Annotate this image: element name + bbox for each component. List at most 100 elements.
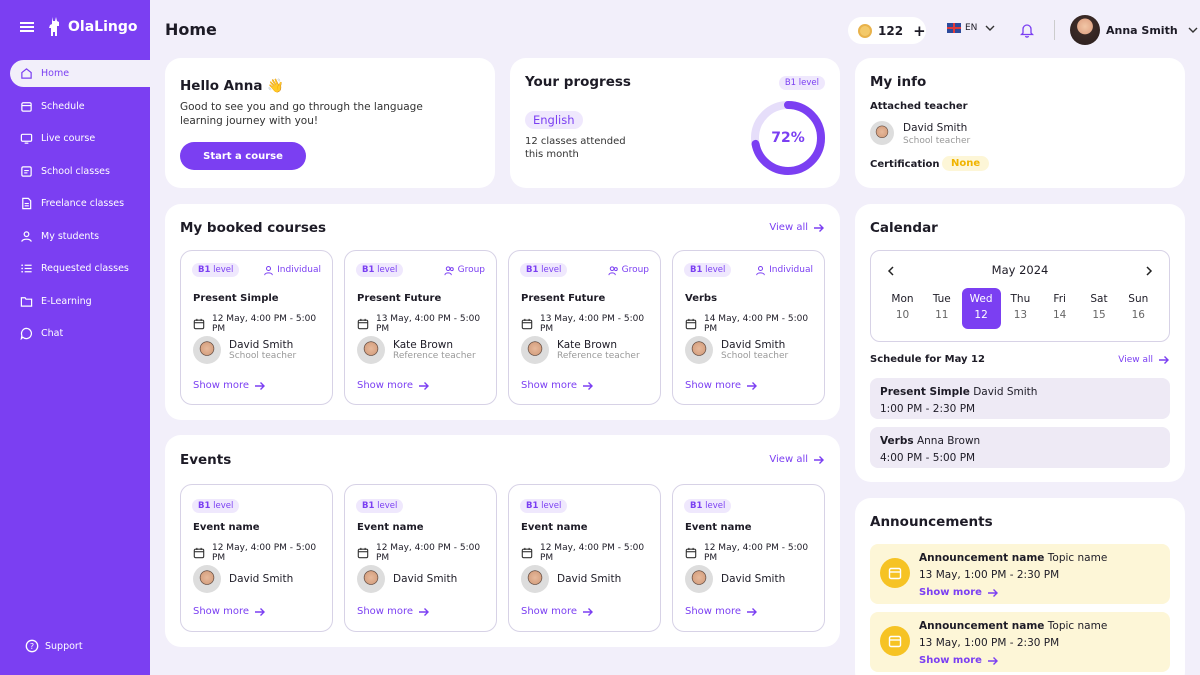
teacher-avatar bbox=[521, 336, 549, 364]
sidebar-item-label: Home bbox=[41, 68, 70, 79]
certification-label: Certification bbox=[870, 159, 940, 170]
calendar-icon bbox=[521, 318, 533, 330]
level-badge: B1 level bbox=[520, 263, 568, 277]
announcement-icon bbox=[880, 626, 910, 656]
sidebar-item-my-students[interactable]: My students bbox=[10, 223, 150, 250]
show-more-link[interactable]: Show more bbox=[357, 606, 430, 617]
sidebar-item-home[interactable]: Home bbox=[10, 60, 150, 87]
coins-widget[interactable]: 122 + bbox=[848, 17, 926, 44]
calendar-icon bbox=[357, 547, 369, 559]
arrow-right-icon bbox=[747, 607, 758, 616]
show-more-link[interactable]: Show more bbox=[521, 380, 594, 391]
menu-icon[interactable] bbox=[20, 22, 34, 32]
sidebar-item-label: Requested classes bbox=[41, 263, 129, 274]
show-more-link[interactable]: Show more bbox=[685, 380, 758, 391]
course-type: Individual bbox=[263, 265, 321, 276]
sidebar-item-freelance-classes[interactable]: Freelance classes bbox=[10, 190, 150, 217]
booked-courses-title: My booked courses bbox=[180, 220, 327, 236]
event-card[interactable]: B1 level Event name 12 May, 4:00 PM - 5:… bbox=[180, 484, 333, 632]
course-card[interactable]: B1 level Group Present Future 13 May, 4:… bbox=[508, 250, 661, 405]
course-type: Group bbox=[608, 265, 649, 276]
course-date: 14 May, 4:00 PM - 5:00 PM bbox=[685, 314, 824, 334]
calendar-icon bbox=[193, 318, 205, 330]
event-card[interactable]: B1 level Event name 12 May, 4:00 PM - 5:… bbox=[344, 484, 497, 632]
support-link[interactable]: ? Support bbox=[25, 639, 83, 653]
announcement-name: Announcement name bbox=[919, 552, 1045, 564]
schedule-entry[interactable]: Verbs Anna Brown 4:00 PM - 5:00 PM bbox=[870, 427, 1170, 468]
event-card[interactable]: B1 level Event name 12 May, 4:00 PM - 5:… bbox=[508, 484, 661, 632]
calendar-icon bbox=[357, 318, 369, 330]
events-view-all-link[interactable]: View all bbox=[769, 454, 825, 465]
progress-percent: 72% bbox=[771, 130, 805, 146]
home-icon bbox=[21, 68, 32, 79]
sidebar-item-live-course[interactable]: Live course bbox=[10, 125, 150, 152]
level-badge: B1 level bbox=[684, 499, 732, 513]
language-selector[interactable]: EN bbox=[947, 23, 995, 33]
certification-badge: None bbox=[942, 156, 990, 171]
sidebar-item-chat[interactable]: Chat bbox=[10, 320, 150, 347]
show-more-link[interactable]: Show more bbox=[357, 380, 430, 391]
sidebar-item-schedule[interactable]: Schedule bbox=[10, 93, 150, 120]
help-icon: ? bbox=[25, 639, 39, 653]
course-type: Group bbox=[444, 265, 485, 276]
show-more-link[interactable]: Show more bbox=[521, 606, 594, 617]
sidebar-item-e-learning[interactable]: E-Learning bbox=[10, 288, 150, 315]
calendar-day[interactable]: Thu 13 bbox=[1001, 293, 1040, 321]
document-icon bbox=[22, 197, 32, 210]
day-name: Wed bbox=[969, 293, 993, 305]
calendar-day[interactable]: Sat 15 bbox=[1080, 293, 1119, 321]
host-name: David Smith bbox=[557, 573, 622, 585]
course-card[interactable]: B1 level Group Present Future 13 May, 4:… bbox=[344, 250, 497, 405]
progress-ring: 72% bbox=[750, 100, 826, 176]
teacher: David Smith School teacher bbox=[193, 336, 296, 364]
course-title: Present Simple bbox=[193, 293, 279, 304]
announcement-show-more[interactable]: Show more bbox=[919, 652, 999, 669]
calendar-icon bbox=[21, 101, 32, 112]
course-card[interactable]: B1 level Individual Present Simple 12 Ma… bbox=[180, 250, 333, 405]
sidebar-item-school-classes[interactable]: School classes bbox=[10, 158, 150, 185]
sidebar-item-requested-classes[interactable]: Requested classes bbox=[10, 255, 150, 282]
host-name: David Smith bbox=[721, 573, 786, 585]
svg-text:?: ? bbox=[30, 642, 34, 651]
show-more-link[interactable]: Show more bbox=[193, 380, 266, 391]
arrow-right-icon bbox=[255, 381, 266, 390]
teacher-name: Kate Brown bbox=[557, 339, 618, 351]
announcement-show-more[interactable]: Show more bbox=[919, 584, 999, 601]
course-date: 13 May, 4:00 PM - 5:00 PM bbox=[357, 314, 496, 334]
teacher-name: David Smith bbox=[229, 339, 294, 351]
calendar-day[interactable]: Mon 10 bbox=[883, 293, 922, 321]
event-card[interactable]: B1 level Event name 12 May, 4:00 PM - 5:… bbox=[672, 484, 825, 632]
calendar-icon bbox=[193, 547, 205, 559]
booked-view-all-link[interactable]: View all bbox=[769, 222, 825, 233]
calendar-icon bbox=[685, 547, 697, 559]
arrow-right-icon bbox=[814, 223, 824, 232]
schedule-entry-teacher: David Smith bbox=[973, 386, 1038, 398]
announcement-item[interactable]: Announcement name Topic name 13 May, 1:00… bbox=[870, 544, 1170, 604]
event-date: 12 May, 4:00 PM - 5:00 PM bbox=[521, 543, 660, 563]
hello-title: Hello Anna 👋 bbox=[180, 78, 284, 94]
user-menu[interactable]: Anna Smith bbox=[1070, 15, 1198, 45]
show-more-link[interactable]: Show more bbox=[685, 606, 758, 617]
calendar-day[interactable]: Tue 11 bbox=[922, 293, 961, 321]
course-type: Individual bbox=[755, 265, 813, 276]
add-coins-button[interactable]: + bbox=[913, 21, 926, 40]
event-date: 12 May, 4:00 PM - 5:00 PM bbox=[357, 543, 496, 563]
bell-icon[interactable] bbox=[1020, 22, 1034, 38]
chevron-left-icon[interactable] bbox=[886, 266, 896, 276]
calendar-day[interactable]: Wed 12 bbox=[961, 288, 1001, 329]
host-avatar bbox=[521, 565, 549, 593]
schedule-view-all-link[interactable]: View all bbox=[1118, 355, 1170, 365]
teacher: Kate Brown Reference teacher bbox=[521, 336, 640, 364]
announcement-item[interactable]: Announcement name Topic name 13 May, 1:00… bbox=[870, 612, 1170, 672]
user-name: Anna Smith bbox=[1106, 23, 1178, 37]
schedule-entry[interactable]: Present Simple David Smith 1:00 PM - 2:30… bbox=[870, 378, 1170, 419]
start-course-button[interactable]: Start a course bbox=[180, 142, 306, 170]
monitor-icon bbox=[20, 133, 33, 144]
calendar-day[interactable]: Sun 16 bbox=[1119, 293, 1158, 321]
course-card[interactable]: B1 level Individual Verbs 14 May, 4:00 P… bbox=[672, 250, 825, 405]
show-more-link[interactable]: Show more bbox=[193, 606, 266, 617]
calendar-title: Calendar bbox=[870, 220, 938, 236]
language-code: EN bbox=[965, 23, 978, 33]
chevron-right-icon[interactable] bbox=[1144, 266, 1154, 276]
calendar-day[interactable]: Fri 14 bbox=[1040, 293, 1079, 321]
